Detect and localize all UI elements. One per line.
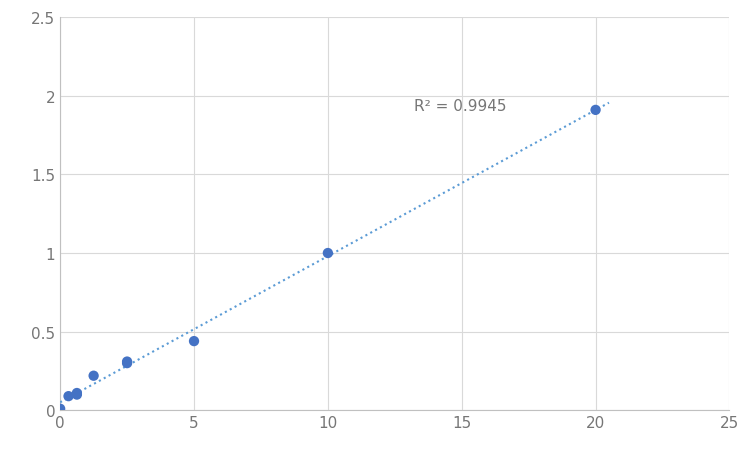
Point bbox=[121, 360, 133, 367]
Point bbox=[62, 393, 74, 400]
Point bbox=[71, 391, 83, 398]
Point bbox=[322, 250, 334, 257]
Point bbox=[87, 372, 99, 379]
Point bbox=[590, 107, 602, 114]
Point bbox=[54, 405, 66, 413]
Point bbox=[188, 338, 200, 345]
Point bbox=[71, 390, 83, 397]
Text: R² = 0.9945: R² = 0.9945 bbox=[414, 98, 506, 113]
Point bbox=[121, 358, 133, 365]
